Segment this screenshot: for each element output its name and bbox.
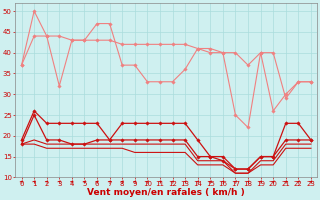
X-axis label: Vent moyen/en rafales ( km/h ): Vent moyen/en rafales ( km/h ) — [87, 188, 245, 197]
